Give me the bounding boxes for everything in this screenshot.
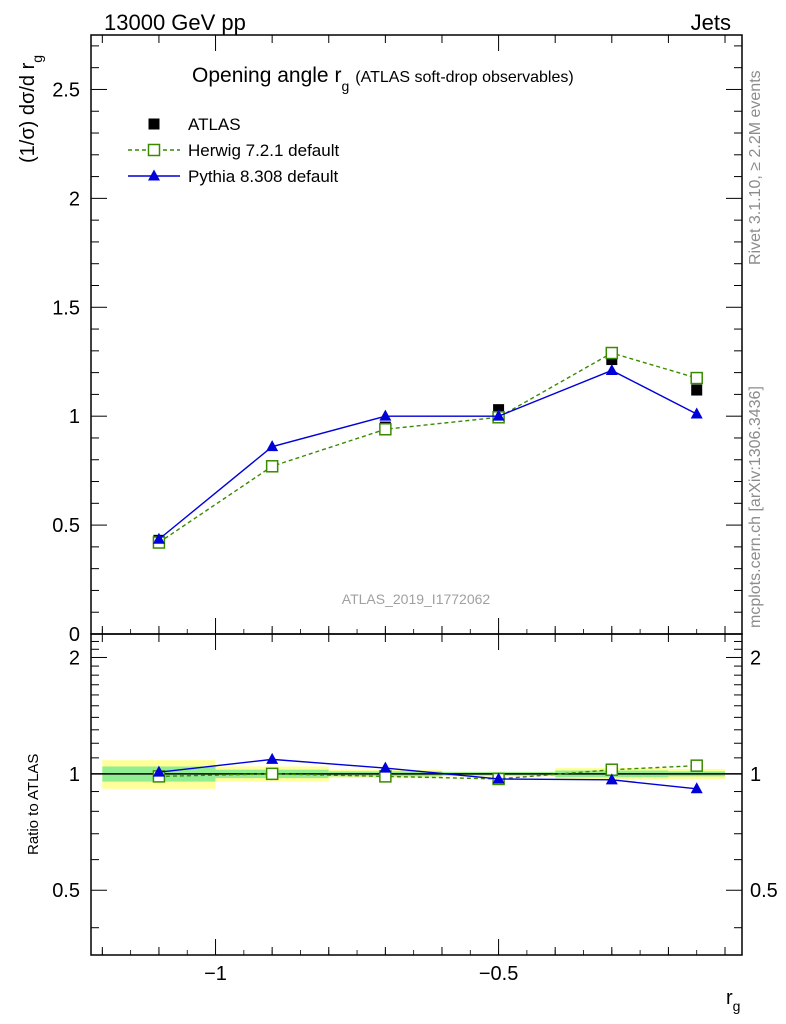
main-y-axis-label: (1/σ) dσ/d rg: [17, 55, 45, 163]
atlas-legend-label: ATLAS: [188, 115, 241, 134]
pythia-8-308-default-legend-marker: [148, 169, 160, 181]
pythia-8-308-default-point: [690, 407, 703, 419]
herwig-7-2-1-default-legend-label: Herwig 7.2.1 default: [188, 141, 339, 160]
herwig-7-2-1-default-point: [605, 346, 619, 360]
atlas-legend-marker: [148, 118, 160, 130]
x-tick-label: −0.5: [479, 963, 518, 985]
plot-title: Opening angle rg (ATLAS soft-drop observa…: [192, 64, 574, 94]
main-series: [152, 346, 703, 549]
pythia-8-308-default-line: [158, 369, 698, 540]
main-y-tick-label: 1: [69, 406, 80, 428]
main-axis-ticks: 0 0.5 1 1.5 2 2.5: [52, 35, 742, 955]
atlas-point: [493, 404, 505, 416]
herwig-7-2-1-default-legend-marker: [147, 143, 161, 157]
pythia-8-308-default-ratio-point: [492, 772, 505, 784]
herwig-7-2-1-default-ratio-point: [265, 767, 279, 781]
analysis-watermark: ATLAS_2019_I1772062: [342, 591, 491, 607]
mcplots-label: mcplots.cern.ch [arXiv:1306.3436]: [747, 386, 764, 628]
ratio-y-tick-label-right: 1: [750, 764, 761, 786]
pythia-8-308-default-point: [492, 409, 505, 421]
ratio-panel-frame: [90, 633, 743, 956]
pythia-8-308-default-ratio-point: [605, 773, 618, 785]
pythia-8-308-default-ratio-point: [690, 782, 703, 794]
ratio-y-tick-label-right: 0.5: [750, 880, 778, 902]
pythia-8-308-default-ratio-line: [158, 758, 697, 790]
pythia-8-308-default-point: [605, 363, 618, 375]
herwig-7-2-1-default-ratio-line: [158, 764, 697, 780]
pythia-8-308-default-ratio-point: [266, 752, 279, 764]
herwig-7-2-1-default-point: [690, 371, 703, 385]
main-y-tick-label: 0: [69, 624, 80, 646]
main-y-tick-label: 0.5: [52, 515, 80, 537]
rivet-label: Rivet 3.1.10, ≥ 2.2M events: [747, 70, 764, 265]
energy-label: 13000 GeV pp: [104, 10, 246, 35]
atlas-point: [691, 384, 703, 396]
herwig-7-2-1-default-point: [265, 460, 279, 473]
ratio-y-tick-label: 1: [69, 764, 80, 786]
pythia-8-308-default-ratio-point: [379, 761, 392, 773]
main-y-tick-label: 2.5: [52, 79, 80, 101]
category-label: Jets: [691, 10, 731, 35]
legend: ATLAS Herwig 7.2.1 default Pythia 8.308 de…: [128, 115, 339, 186]
ratio-y-axis-label: Ratio to ATLAS: [25, 754, 42, 855]
pythia-8-308-default-legend-label: Pythia 8.308 default: [188, 167, 339, 186]
ratio-axis-ticks: 0.5 0.5 1 1 2 2 −1 −0.5: [52, 640, 778, 985]
herwig-7-2-1-default-point: [379, 423, 392, 436]
x-tick-label: −1: [204, 963, 227, 985]
herwig-7-2-1-default-line: [158, 352, 697, 544]
main-y-tick-label: 2: [69, 188, 80, 210]
pythia-8-308-default-point: [152, 532, 165, 544]
ratio-y-tick-label: 2: [69, 647, 80, 669]
x-axis-label: rg: [726, 987, 740, 1014]
ratio-y-tick-label-right: 2: [750, 647, 761, 669]
ratio-series: [152, 752, 703, 794]
pythia-8-308-default-point: [266, 440, 279, 452]
ratio-y-tick-label: 0.5: [52, 880, 80, 902]
pythia-8-308-default-point: [379, 409, 392, 421]
atlas-point: [606, 354, 618, 366]
main-y-tick-label: 1.5: [52, 297, 80, 319]
herwig-7-2-1-default-ratio-point: [690, 759, 703, 772]
pythia-8-308-default-ratio-point: [152, 765, 165, 777]
